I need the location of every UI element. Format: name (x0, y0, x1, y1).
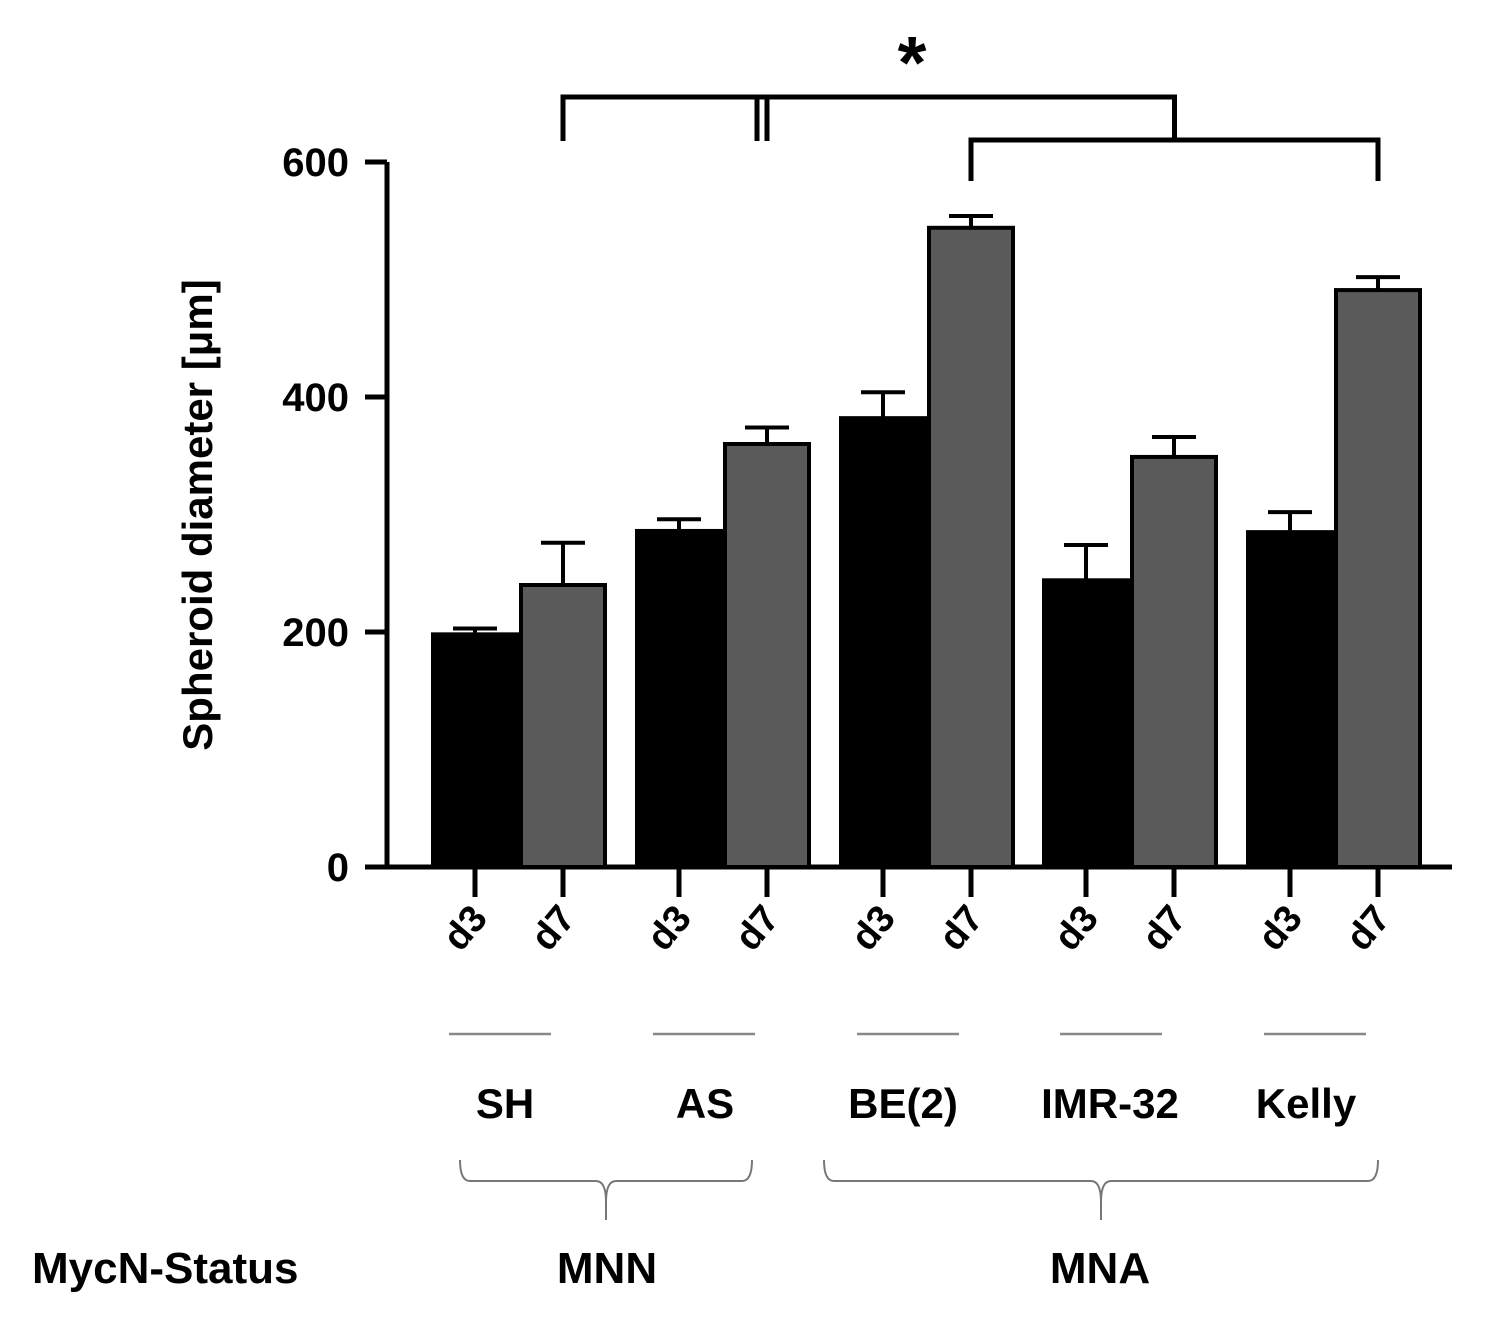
cell-line-label: SH (476, 1080, 534, 1127)
cell-line-label: AS (676, 1080, 734, 1127)
bar (1334, 288, 1422, 869)
bar (635, 528, 723, 869)
bar (1042, 578, 1130, 869)
brace-mnn (459, 1159, 753, 1203)
bar (1246, 530, 1334, 869)
cell-line-label: BE(2) (848, 1080, 958, 1127)
x-tick-label: d7 (931, 898, 992, 959)
x-tick-label: d7 (523, 898, 584, 959)
sig-bracket-connector (767, 94, 1177, 140)
x-tick-label: d7 (1338, 898, 1399, 959)
x-tick-label: d3 (843, 898, 904, 959)
cell-line-label: IMR-32 (1041, 1080, 1179, 1127)
sig-bracket-mna (968, 137, 1381, 181)
bar (723, 442, 811, 869)
y-tick-label: 600 (282, 141, 349, 185)
cell-line-label: Kelly (1256, 1080, 1357, 1127)
significance-star: * (898, 21, 927, 104)
bar (927, 225, 1015, 870)
bars (431, 214, 1422, 870)
mycn-group-label: MNA (1050, 1244, 1150, 1293)
x-tick-label: d3 (435, 898, 496, 959)
mycn-group-label: MNN (557, 1244, 657, 1293)
x-tick-label: d3 (639, 898, 700, 959)
bar (1130, 454, 1218, 869)
mycn-status-title: MycN-Status (32, 1244, 299, 1293)
y-tick-label: 400 (282, 376, 349, 420)
bar (839, 416, 927, 869)
brace-mna (823, 1159, 1379, 1203)
x-tick-label: d7 (1134, 898, 1195, 959)
x-tick-label: d3 (1250, 898, 1311, 959)
bar (519, 583, 607, 869)
y-axis-title: Spheroid diameter [μm] (174, 279, 221, 750)
sig-bracket-mnn (560, 94, 770, 141)
x-tick-label: d7 (727, 898, 788, 959)
y-tick-label: 200 (282, 611, 349, 655)
x-tick-label: d3 (1046, 898, 1107, 959)
bar (431, 632, 519, 869)
significance-brackets: * (560, 21, 1381, 181)
y-tick-label: 0 (327, 846, 349, 890)
